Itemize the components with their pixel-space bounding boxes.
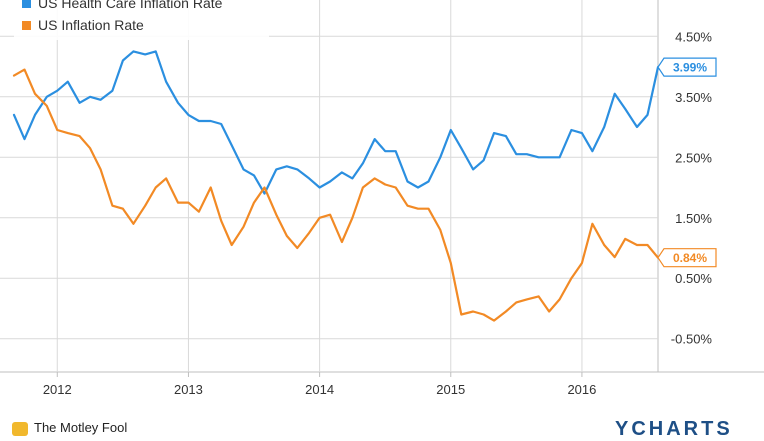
series-layer <box>12 50 660 322</box>
end-label-text: 3.99% <box>673 61 707 75</box>
y-tick-label: 0.50% <box>675 271 712 286</box>
y-tick-label: 1.50% <box>675 211 712 226</box>
ycharts-logo: YCHARTS <box>615 418 733 440</box>
end-label-box <box>657 57 717 77</box>
end-labels: 3.99% 0.84% <box>657 57 717 268</box>
end-label-text: 0.84% <box>673 251 707 265</box>
legend: US Health Care Inflation Rate US Inflatio… <box>14 0 269 40</box>
brand-logo: The Motley Fool <box>12 420 127 436</box>
end-label-inflation: 0.84% <box>657 248 717 268</box>
x-tick-label: 2012 <box>43 382 72 397</box>
x-tick-label: 2014 <box>305 382 334 397</box>
series-line-inflation <box>12 68 660 322</box>
end-label-box <box>657 248 717 268</box>
end-label-health-care: 3.99% <box>657 57 717 77</box>
y-tick-label: 4.50% <box>675 29 712 44</box>
legend-label: US Inflation Rate <box>38 17 144 33</box>
legend-swatch <box>22 0 31 8</box>
series-line-health-care <box>12 50 660 195</box>
axis-labels: 4.50% 3.50% 2.50% 1.50% 0.50% -0.50% 2012 2013 2… <box>43 29 713 397</box>
legend-background <box>14 0 269 40</box>
jester-hat-icon <box>12 421 28 436</box>
y-tick-label: 3.50% <box>675 90 712 105</box>
grid <box>0 0 764 377</box>
y-tick-label: -0.50% <box>671 332 713 347</box>
legend-label: US Health Care Inflation Rate <box>38 0 223 11</box>
x-tick-label: 2015 <box>436 382 465 397</box>
brand-name: The Motley Fool <box>34 420 128 435</box>
y-tick-label: 2.50% <box>675 150 712 165</box>
x-tick-label: 2016 <box>567 382 596 397</box>
legend-swatch <box>22 21 31 30</box>
chart: US Health Care Inflation Rate US Inflatio… <box>0 0 764 397</box>
x-tick-label: 2013 <box>174 382 203 397</box>
